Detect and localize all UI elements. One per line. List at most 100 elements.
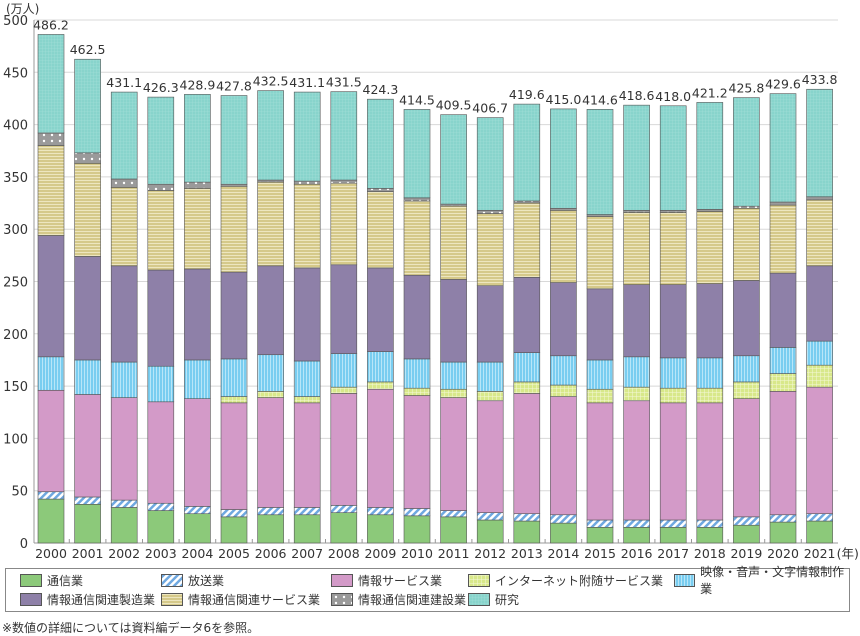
bar-segment — [367, 98, 394, 189]
bar-segment — [257, 514, 284, 544]
bar-segment — [733, 280, 760, 357]
legend-swatch — [331, 592, 353, 606]
bar-segment — [586, 359, 614, 390]
bar-segment — [293, 360, 321, 397]
bar-segment — [476, 285, 504, 363]
y-tick-label: 450 — [3, 66, 28, 81]
legend-item: 放送業 — [161, 572, 224, 588]
bar-segment — [440, 510, 467, 518]
legend-item: 情報通信関連建設業 — [331, 591, 466, 607]
legend-item: 情報サービス業 — [331, 572, 442, 588]
bar-segment — [513, 381, 541, 394]
bar-segment — [37, 235, 65, 358]
bar-segment — [403, 109, 431, 199]
bar-segment — [769, 373, 797, 392]
bar-segment — [440, 397, 467, 511]
legend-label: インターネット附随サービス業 — [495, 573, 664, 588]
bar-segment — [220, 396, 248, 404]
bar-segment — [586, 527, 614, 544]
legend-swatch — [331, 573, 353, 587]
bar-segment — [806, 513, 833, 522]
bar-segment — [696, 387, 724, 404]
bar-segment — [74, 58, 101, 154]
bar-segment — [550, 396, 577, 516]
bar-segment — [659, 210, 687, 213]
bar-segment — [403, 358, 431, 389]
bar-segment — [550, 384, 577, 397]
bar-segment — [550, 355, 577, 386]
bar-segment — [110, 187, 138, 267]
bar-segment — [696, 209, 724, 212]
bar-segment — [293, 180, 321, 185]
y-tick-label: 500 — [3, 14, 28, 29]
total-label: 428.9 — [180, 77, 216, 92]
bar-segment — [476, 213, 504, 286]
x-tick-label: 2020 — [767, 546, 799, 561]
bar-segment — [37, 498, 65, 544]
bar-segment — [330, 512, 358, 544]
bar-segment — [440, 388, 467, 398]
bar-segment — [550, 108, 577, 209]
x-tick-label: 2019 — [730, 546, 762, 561]
bar-segment — [769, 521, 797, 544]
bar-segment — [330, 353, 358, 388]
x-tick-label: 2004 — [181, 546, 213, 561]
y-tick-label: 100 — [3, 432, 28, 447]
bar-segment — [74, 256, 101, 361]
bar-segment — [733, 207, 760, 281]
bar-segment — [733, 381, 760, 399]
legend-item: 情報通信関連製造業 — [20, 591, 155, 607]
bar-segment — [659, 519, 687, 528]
x-unit-label: (年) — [837, 546, 859, 561]
bar-segment — [550, 282, 577, 357]
bar-segment — [586, 519, 614, 528]
bar-segment — [110, 361, 138, 398]
bar-segment — [806, 340, 833, 366]
bar-segment — [184, 268, 211, 361]
bar-segment — [367, 507, 394, 516]
bar-segment — [74, 394, 101, 498]
legend-item: インターネット附随サービス業 — [468, 572, 663, 588]
total-label: 426.3 — [143, 80, 179, 95]
bar-segment — [696, 519, 724, 528]
bar-segment — [147, 183, 175, 191]
bar-segment — [586, 402, 614, 521]
bar-segment — [623, 519, 650, 528]
total-label: 433.8 — [802, 72, 838, 87]
x-tick-label: 2015 — [584, 546, 616, 561]
bar-segment — [403, 274, 431, 360]
bar-segment — [733, 97, 760, 207]
bar-segment — [806, 199, 833, 267]
bar-segment — [147, 365, 175, 403]
bar-segment — [367, 267, 394, 352]
bar-segment — [37, 389, 65, 493]
bar-segment — [623, 212, 650, 285]
bar-segment — [806, 88, 833, 198]
bar-segment — [147, 190, 175, 271]
bar-segment — [147, 96, 175, 185]
bar-segment — [257, 181, 284, 267]
legend-label: 映像・音声・文字情報制作業 — [700, 565, 845, 596]
bar-segment — [110, 91, 138, 180]
bar-segment — [403, 395, 431, 509]
bar-segment — [110, 507, 138, 544]
y-unit-label: (万人) — [6, 2, 39, 16]
bar-segment — [220, 358, 248, 397]
legend-swatch — [20, 573, 42, 587]
legend-item: 映像・音声・文字情報制作業 — [674, 565, 849, 596]
bar-segment — [476, 117, 504, 211]
total-label: 427.8 — [216, 79, 252, 94]
bar-segment — [257, 507, 284, 516]
bar-segment — [330, 182, 358, 266]
bar-segment — [769, 93, 797, 203]
y-tick-label: 0 — [20, 537, 28, 552]
bar-segment — [37, 356, 65, 391]
legend-swatch — [468, 592, 490, 606]
total-label: 421.2 — [692, 85, 728, 100]
y-tick-label: 150 — [3, 380, 28, 395]
bar-segment — [147, 401, 175, 504]
bar-segment — [147, 510, 175, 544]
bar-segment — [147, 502, 175, 511]
total-label: 415.0 — [546, 92, 582, 107]
bar-segment — [293, 183, 321, 269]
